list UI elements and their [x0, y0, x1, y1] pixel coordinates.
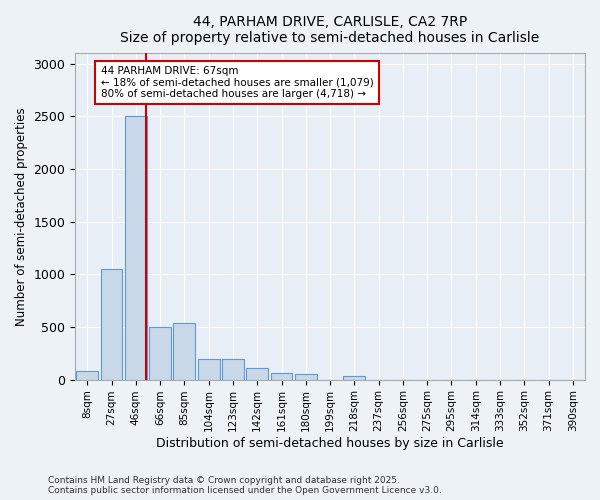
Bar: [198, 358, 220, 380]
Text: Contains HM Land Registry data © Crown copyright and database right 2025.
Contai: Contains HM Land Registry data © Crown c…: [48, 476, 442, 495]
Y-axis label: Number of semi-detached properties: Number of semi-detached properties: [15, 107, 28, 326]
Bar: [271, 374, 292, 380]
X-axis label: Distribution of semi-detached houses by size in Carlisle: Distribution of semi-detached houses by …: [156, 437, 504, 450]
Bar: [222, 358, 244, 380]
Bar: [173, 323, 196, 380]
Text: 44 PARHAM DRIVE: 67sqm
← 18% of semi-detached houses are smaller (1,079)
80% of : 44 PARHAM DRIVE: 67sqm ← 18% of semi-det…: [101, 66, 373, 99]
Bar: [247, 368, 268, 380]
Bar: [343, 376, 365, 380]
Bar: [76, 371, 98, 380]
Bar: [125, 116, 147, 380]
Bar: [149, 327, 171, 380]
Title: 44, PARHAM DRIVE, CARLISLE, CA2 7RP
Size of property relative to semi-detached h: 44, PARHAM DRIVE, CARLISLE, CA2 7RP Size…: [121, 15, 540, 45]
Bar: [295, 374, 317, 380]
Bar: [101, 269, 122, 380]
